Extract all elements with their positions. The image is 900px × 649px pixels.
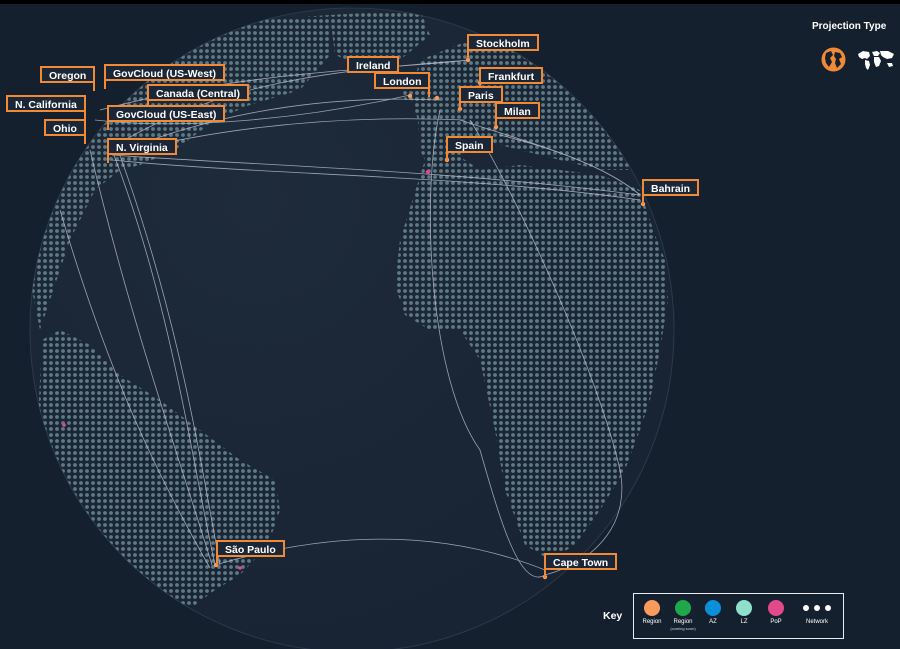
region-label-govcloud-us-east[interactable]: GovCloud (US-East): [107, 105, 226, 130]
globe-icon[interactable]: [821, 47, 846, 72]
projection-type-title: Projection Type: [812, 21, 887, 32]
region-label-oregon[interactable]: Oregon: [40, 66, 96, 91]
region-label-frankfurt[interactable]: Frankfurt: [479, 67, 544, 92]
key-dot-region-coming-soon: [675, 600, 691, 616]
key-item-region-coming-soon: Region (coming soon): [665, 600, 701, 631]
region-label-canada-central[interactable]: Canada (Central): [147, 84, 250, 109]
region-label-london[interactable]: London: [374, 72, 431, 97]
region-label-milan[interactable]: Milan: [495, 102, 540, 127]
key-item-az: AZ: [695, 600, 731, 626]
region-label-govcloud-us-west[interactable]: GovCloud (US-West): [104, 64, 226, 89]
key-item-pop: PoP: [758, 600, 794, 626]
region-markers: [62, 57, 646, 580]
region-label-n-virginia[interactable]: N. Virginia: [107, 138, 177, 163]
top-bar: [0, 0, 900, 4]
region-label-paris[interactable]: Paris: [459, 86, 503, 111]
key-legend: Region Region (coming soon) AZ LZ PoP Ne…: [633, 593, 844, 639]
key-dot-lz: [736, 600, 752, 616]
region-label-n-california[interactable]: N. California: [6, 95, 86, 120]
greenland-landmass: [330, 10, 430, 65]
region-label-bahrain[interactable]: Bahrain: [642, 179, 700, 204]
region-label-ireland[interactable]: Ireland: [347, 56, 400, 81]
world-map-icon[interactable]: [857, 49, 895, 71]
key-dot-az: [705, 600, 721, 616]
region-label-cape-town[interactable]: Cape Town: [544, 553, 618, 578]
key-dot-region: [644, 600, 660, 616]
key-item-network: Network: [799, 600, 835, 626]
key-item-region: Region: [634, 600, 670, 626]
africa-landmass: [395, 150, 668, 560]
region-label-sao-paulo[interactable]: São Paulo: [216, 540, 285, 565]
region-label-stockholm[interactable]: Stockholm: [467, 34, 539, 59]
region-label-spain[interactable]: Spain: [446, 136, 493, 161]
key-network-dots: [799, 600, 835, 616]
key-dot-pop: [768, 600, 784, 616]
key-title: Key: [603, 610, 623, 622]
region-label-ohio[interactable]: Ohio: [44, 119, 86, 144]
key-item-lz: LZ: [726, 600, 762, 626]
